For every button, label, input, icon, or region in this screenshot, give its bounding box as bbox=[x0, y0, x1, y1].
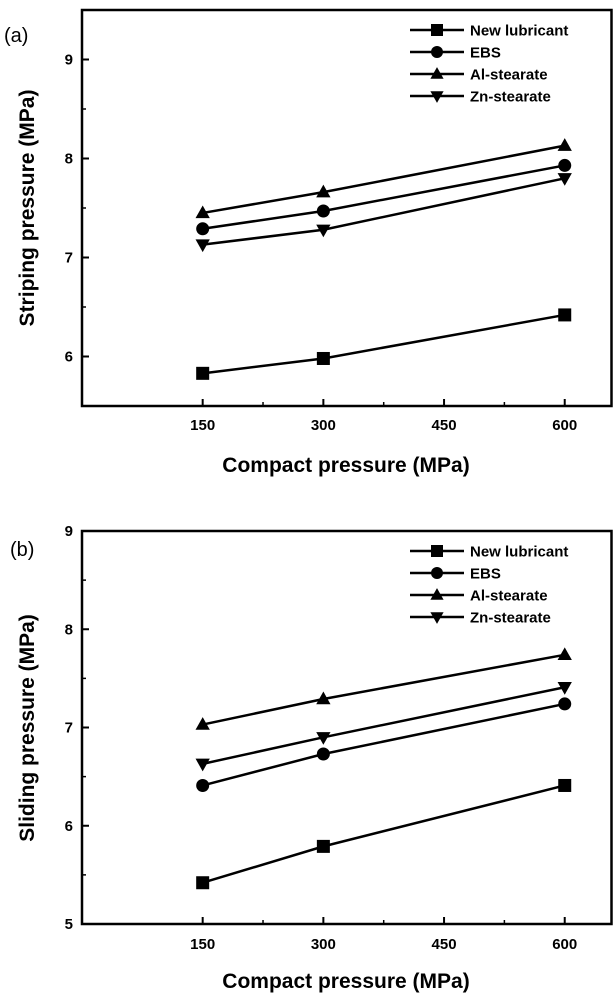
panel-b: (b) Sliding pressure (MPa) Compact press… bbox=[10, 523, 613, 993]
panel-b-data-point bbox=[557, 682, 572, 695]
panel-a: (a) Striping pressure (MPa) Compact pres… bbox=[4, 8, 613, 477]
panel-b-x-axis-title: Compact pressure (MPa) bbox=[222, 970, 469, 993]
panel-a-series-line bbox=[202, 164, 565, 231]
panel-b-legend-marker bbox=[431, 545, 443, 557]
panel-a-data-point bbox=[316, 351, 330, 365]
panel-b-legend-label: New lubricant bbox=[470, 544, 568, 561]
panel-b-label: (b) bbox=[10, 539, 34, 561]
panel-b-series-line bbox=[202, 702, 565, 787]
panel-a-data-point bbox=[316, 224, 331, 238]
panel-b-y-tick-label: 6 bbox=[65, 818, 73, 835]
panel-a-legend-label: New lubricant bbox=[470, 23, 568, 40]
panel-b-data-point bbox=[196, 876, 210, 890]
panel-a-legend: New lubricant EBS Al-stearate Zn-stearate bbox=[410, 23, 568, 106]
panel-a-y-tick-label: 8 bbox=[65, 151, 73, 168]
panel-b-legend-marker bbox=[430, 612, 444, 624]
panel-a-y-tick-label: 6 bbox=[65, 349, 73, 366]
panel-a-series-line bbox=[202, 177, 565, 246]
panel-b-y-tick-label: 5 bbox=[65, 916, 73, 933]
panel-b-y-tick-label: 7 bbox=[65, 720, 73, 737]
panel-b-legend-label: EBS bbox=[470, 566, 501, 583]
panel-b-series-line bbox=[202, 784, 566, 884]
panel-a-data-point bbox=[196, 222, 210, 236]
panel-b-data-point bbox=[316, 747, 330, 761]
panel-a-series-line bbox=[202, 144, 565, 215]
panel-b-x-tick-label: 600 bbox=[552, 936, 577, 953]
panel-b-data-point bbox=[316, 839, 330, 853]
panel-a-legend-label: Al-stearate bbox=[470, 67, 548, 84]
panel-b-series-line bbox=[202, 685, 565, 766]
panel-a-y-tick-label: 9 bbox=[65, 52, 73, 69]
panel-b-y-axis-title: Sliding pressure (MPa) bbox=[16, 614, 39, 842]
panel-a-series-line bbox=[202, 313, 565, 375]
panel-b-data-point bbox=[316, 732, 331, 745]
panel-b-legend-label: Zn-stearate bbox=[470, 610, 551, 627]
panel-b-data-point bbox=[558, 697, 572, 711]
panel-b-data-point bbox=[557, 647, 572, 660]
panel-a-x-tick-label: 450 bbox=[432, 417, 457, 434]
panel-b-plot: 150 300 450 600 5 6 7 8 9 bbox=[65, 523, 613, 953]
panel-a-data-point bbox=[558, 308, 572, 322]
panel-a-x-axis-title: Compact pressure (MPa) bbox=[222, 454, 469, 477]
panel-b-y-tick-label: 8 bbox=[65, 621, 73, 638]
panel-a-legend-marker bbox=[431, 46, 443, 58]
panel-a-x-tick-label: 150 bbox=[190, 417, 215, 434]
panel-a-data-point bbox=[195, 205, 210, 219]
panel-a-data-point bbox=[195, 239, 210, 253]
panel-b-x-tick-label: 300 bbox=[311, 936, 336, 953]
panel-b-x-tick-label: 450 bbox=[432, 936, 457, 953]
panel-a-data-point bbox=[316, 204, 330, 218]
panel-a-data-point bbox=[196, 366, 210, 380]
panel-b-data-point bbox=[558, 778, 572, 792]
panel-a-data-point bbox=[557, 173, 572, 186]
panel-b-x-tick-label: 150 bbox=[190, 936, 215, 953]
panel-a-legend-marker bbox=[430, 91, 444, 103]
panel-a-plot: 150 300 450 600 6 7 8 9 bbox=[65, 8, 613, 434]
panel-a-legend-marker bbox=[431, 24, 443, 36]
panel-b-legend: New lubricant EBS Al-stearate Zn-stearate bbox=[410, 544, 568, 627]
panel-b-data-point bbox=[195, 717, 210, 730]
panel-b-legend-label: Al-stearate bbox=[470, 588, 548, 605]
panel-b-data-point bbox=[195, 758, 210, 772]
panel-b-y-tick-label: 9 bbox=[65, 523, 73, 540]
panel-b-legend-marker bbox=[431, 567, 443, 579]
panel-a-data-point bbox=[557, 138, 572, 151]
panel-a-data-point bbox=[316, 184, 331, 198]
panel-a-y-axis-title: Striping pressure (MPa) bbox=[16, 90, 39, 327]
panel-b-data-point bbox=[196, 778, 210, 792]
panel-a-x-tick-label: 600 bbox=[552, 417, 577, 434]
panel-a-legend-label: EBS bbox=[470, 45, 501, 62]
panel-a-label: (a) bbox=[4, 25, 28, 47]
panel-a-data-point bbox=[558, 158, 572, 172]
panel-b-data-point bbox=[316, 691, 331, 705]
panel-a-y-tick-label: 7 bbox=[65, 250, 73, 267]
panel-a-legend-marker bbox=[430, 67, 444, 79]
panel-a-x-tick-label: 300 bbox=[311, 417, 336, 434]
panel-b-legend-marker bbox=[430, 588, 444, 600]
panel-a-legend-label: Zn-stearate bbox=[470, 89, 551, 106]
